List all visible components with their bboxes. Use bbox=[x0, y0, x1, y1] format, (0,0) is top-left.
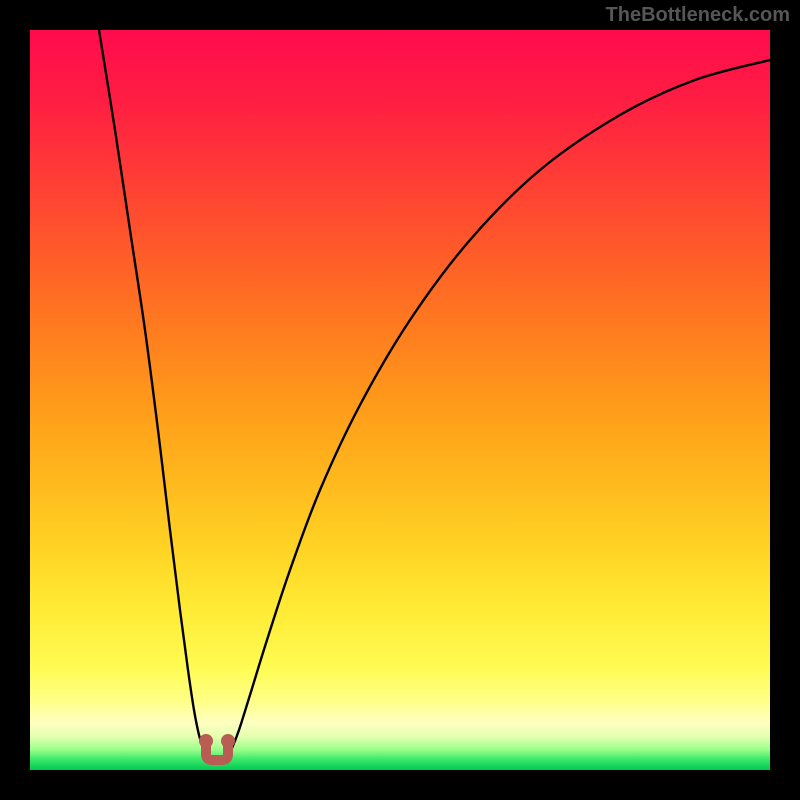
plot-area bbox=[30, 30, 770, 770]
watermark-text: TheBottleneck.com bbox=[606, 4, 790, 27]
trough-dot-right bbox=[221, 734, 235, 748]
plot-svg bbox=[30, 30, 770, 770]
gradient-background bbox=[30, 30, 770, 770]
chart-container: TheBottleneck.com bbox=[0, 0, 800, 800]
trough-dot-left bbox=[199, 734, 213, 748]
